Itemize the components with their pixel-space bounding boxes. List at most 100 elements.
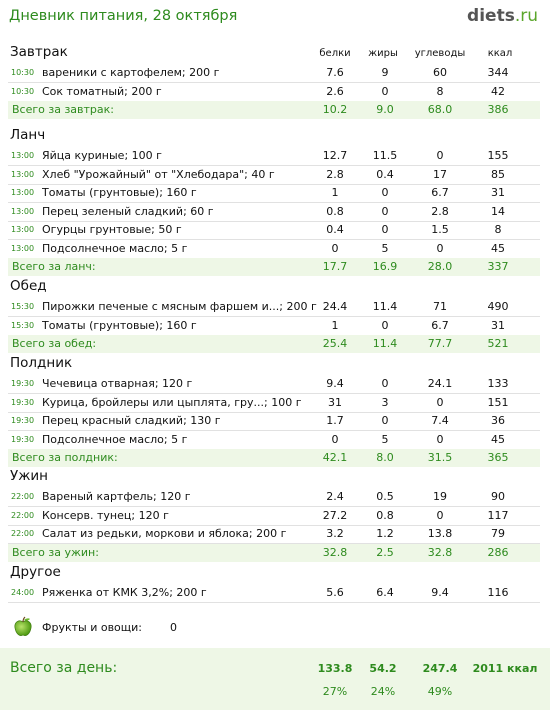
column-header-fat: жиры <box>368 48 398 59</box>
food-kcal: 490 <box>487 300 509 313</box>
food-fat: 0 <box>381 186 389 199</box>
site-logo[interactable]: diets.ru <box>467 6 538 26</box>
meal-total-label: Всего за ужин: <box>12 545 99 559</box>
food-row[interactable]: 19:30 Курица, бройлеры или цыплята, гру..… <box>8 394 540 413</box>
food-name[interactable]: Хлеб "Урожайный" от "Хлебодара"; 40 г <box>42 167 275 181</box>
food-carbs: 0 <box>436 395 444 409</box>
food-name[interactable]: Перец красный сладкий; 130 г <box>42 414 221 427</box>
food-time: 15:30 <box>11 302 35 311</box>
meal-total-row: Всего за завтрак: 10.2 9.0 68.0 386 <box>8 101 540 119</box>
day-total-kcal: 2011 ккал <box>472 662 538 675</box>
column-header-carbs: углеводы <box>414 48 466 59</box>
food-protein: 3.2 <box>326 527 344 540</box>
food-time: 19:30 <box>11 416 35 425</box>
food-name[interactable]: Огурцы грунтовые; 50 г <box>42 223 182 236</box>
food-protein: 9.4 <box>326 377 344 390</box>
food-fat: 0 <box>381 204 389 218</box>
day-total-protein-pct: 27% <box>322 685 348 698</box>
food-row[interactable]: 22:00 Консерв. тунец; 120 г 27.2 0.8 0 117 <box>8 507 540 526</box>
food-row[interactable]: 13:00 Перец зеленый сладкий; 60 г 0.8 0 2.8 1… <box>8 203 540 222</box>
food-protein: 1 <box>331 186 339 199</box>
food-name[interactable]: вареники с картофелем; 200 г <box>42 66 220 79</box>
food-fat: 0 <box>381 414 389 427</box>
food-name[interactable]: Вареный картфель; 120 г <box>42 490 191 503</box>
food-row[interactable]: 19:30 Перец красный сладкий; 130 г 1.7 0 7.4… <box>8 412 540 431</box>
food-row[interactable]: 19:30 Чечевица отварная; 120 г 9.4 0 24.1 133 <box>8 375 540 394</box>
food-row[interactable]: 13:00 Хлеб "Урожайный" от "Хлебодара"; 40… <box>8 166 540 185</box>
food-time: 13:00 <box>11 225 35 234</box>
food-row[interactable]: 19:30 Подсолнечное масло; 5 г 0 5 0 45 <box>8 431 540 450</box>
food-carbs: 24.1 <box>427 377 453 390</box>
food-name[interactable]: Чечевица отварная; 120 г <box>42 377 193 390</box>
food-row[interactable]: 24:00 Ряженка от КМК 3,2%; 200 г 5.6 6.4 9.4… <box>8 584 540 603</box>
food-time: 13:00 <box>11 206 35 216</box>
meal-total-kcal: 337 <box>487 260 509 273</box>
food-name[interactable]: Сок томатный; 200 г <box>42 84 162 98</box>
food-row[interactable]: 10:30 вареники с картофелем; 200 г 7.6 9 60 3… <box>8 64 540 83</box>
food-protein: 31 <box>328 395 342 409</box>
food-time: 22:00 <box>11 510 35 520</box>
food-row[interactable]: 15:30 Томаты (грунтовые); 160 г 1 0 6.7 31 <box>8 317 540 336</box>
food-row[interactable]: 10:30 Сок томатный; 200 г 2.6 0 8 42 <box>8 83 540 102</box>
meal-total-row: Всего за ланч: 17.7 16.9 28.0 337 <box>8 258 540 276</box>
food-carbs: 60 <box>433 66 447 79</box>
food-name[interactable]: Ряженка от КМК 3,2%; 200 г <box>42 586 207 599</box>
food-fat: 0.5 <box>376 490 394 503</box>
meal-total-label: Всего за обед: <box>12 337 97 350</box>
food-protein: 2.6 <box>326 84 344 98</box>
food-time: 10:30 <box>11 86 35 96</box>
food-time: 13:00 <box>11 151 35 160</box>
food-name[interactable]: Салат из редьки, моркови и яблока; 200 г <box>42 527 287 540</box>
food-protein: 0.4 <box>326 223 344 236</box>
food-carbs: 0 <box>436 241 444 255</box>
day-total-fat: 54.2 <box>369 662 397 675</box>
food-row[interactable]: 22:00 Вареный картфель; 120 г 2.4 0.5 19 90 <box>8 488 540 507</box>
food-row[interactable]: 13:00 Томаты (грунтовые); 160 г 1 0 6.7 31 <box>8 184 540 203</box>
meal-total-kcal: 386 <box>487 103 509 116</box>
meal-total-kcal: 521 <box>487 337 509 350</box>
food-name[interactable]: Подсолнечное масло; 5 г <box>42 241 188 255</box>
food-kcal: 14 <box>491 204 505 218</box>
food-row[interactable]: 15:30 Пирожки печеные с мясным фаршем и..… <box>8 298 540 317</box>
meal-total-protein: 32.8 <box>322 545 348 559</box>
food-row[interactable]: 22:00 Салат из редьки, моркови и яблока; … <box>8 525 540 544</box>
food-name[interactable]: Яйца куриные; 100 г <box>42 149 162 162</box>
food-name[interactable]: Перец зеленый сладкий; 60 г <box>42 204 214 218</box>
meal-total-protein: 17.7 <box>322 260 348 273</box>
meal-total-carbs: 31.5 <box>427 451 453 464</box>
meal-total-row: Всего за обед: 25.4 11.4 77.7 521 <box>8 335 540 353</box>
food-name[interactable]: Томаты (грунтовые); 160 г <box>42 318 197 332</box>
meal-total-row: Всего за полдник: 42.1 8.0 31.5 365 <box>8 449 540 467</box>
meal-total-row: Всего за ужин: 32.8 2.5 32.8 286 <box>8 543 540 562</box>
column-header-protein: белки <box>319 48 351 59</box>
meal-total-kcal: 365 <box>487 451 509 464</box>
food-carbs: 6.7 <box>431 318 449 332</box>
food-protein: 5.6 <box>326 586 344 599</box>
food-protein: 0 <box>331 241 339 255</box>
food-kcal: 116 <box>487 586 509 599</box>
food-name[interactable]: Пирожки печеные с мясным фаршем и...; 20… <box>42 300 317 313</box>
food-kcal: 117 <box>487 508 509 522</box>
food-protein: 27.2 <box>322 508 348 522</box>
food-name[interactable]: Курица, бройлеры или цыплята, гру...; 10… <box>42 395 302 409</box>
food-row[interactable]: 13:00 Яйца куриные; 100 г 12.7 11.5 0 155 <box>8 147 540 166</box>
meal-title: Ланч <box>10 127 46 143</box>
food-kcal: 85 <box>491 167 505 181</box>
food-name[interactable]: Подсолнечное масло; 5 г <box>42 432 188 446</box>
food-fat: 11.4 <box>372 300 398 313</box>
food-row[interactable]: 13:00 Огурцы грунтовые; 50 г 0.4 0 1.5 8 <box>8 221 540 240</box>
food-row[interactable]: 13:00 Подсолнечное масло; 5 г 0 5 0 45 <box>8 240 540 259</box>
day-total-carbs-pct: 49% <box>427 685 453 698</box>
food-fat: 5 <box>381 241 389 255</box>
food-time: 19:30 <box>11 434 35 444</box>
fruits-vegetables-row: Фрукты и овощи: 0 <box>12 616 312 640</box>
food-time: 10:30 <box>11 68 35 77</box>
food-fat: 1.2 <box>376 527 394 540</box>
food-carbs: 13.8 <box>427 527 453 540</box>
food-name[interactable]: Томаты (грунтовые); 160 г <box>42 186 197 199</box>
food-protein: 24.4 <box>322 300 348 313</box>
food-name[interactable]: Консерв. тунец; 120 г <box>42 508 169 522</box>
meal-total-protein: 25.4 <box>322 337 348 350</box>
food-kcal: 36 <box>491 414 505 427</box>
food-kcal: 8 <box>494 223 502 236</box>
